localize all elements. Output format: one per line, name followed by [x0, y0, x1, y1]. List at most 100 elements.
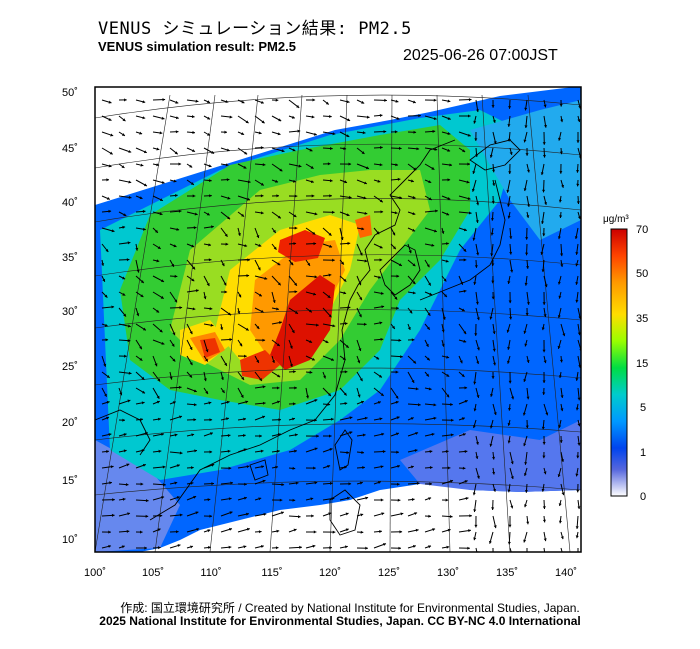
- wind-arrow-head: [208, 401, 212, 405]
- wind-arrow-head: [349, 416, 353, 420]
- wind-arrow-head: [127, 399, 131, 403]
- wind-arrow-head: [211, 463, 215, 467]
- wind-arrow-head: [246, 527, 250, 531]
- wind-arrow-head: [342, 357, 346, 360]
- wind-arrow-head: [467, 162, 470, 166]
- wind-arrow-head: [329, 546, 332, 550]
- wind-arrow-head: [109, 151, 113, 155]
- wind-arrow-head: [108, 100, 112, 104]
- wind-arrow-head: [507, 440, 511, 444]
- wind-arrow-head: [276, 307, 279, 311]
- wind-arrow-head: [524, 462, 528, 465]
- wind-arrow-head: [329, 448, 333, 451]
- wind-arrow-head: [434, 147, 438, 151]
- wind-arrow-head: [400, 355, 403, 359]
- wind-arrow-head: [154, 363, 158, 367]
- wind-arrow-head: [312, 544, 316, 548]
- wind-arrow-head: [447, 99, 451, 103]
- wind-arrow-head: [225, 242, 229, 246]
- wind-arrow-head: [467, 546, 470, 550]
- wind-arrow-head: [331, 210, 335, 214]
- wind-arrow-head: [126, 463, 130, 467]
- wind-arrow-head: [314, 275, 318, 279]
- wind-arrow-head: [276, 343, 280, 346]
- wind-arrow-head: [209, 432, 213, 436]
- wind-arrow-head: [127, 512, 130, 516]
- wind-arrow-head: [258, 497, 262, 501]
- wind-arrow-head: [493, 525, 497, 529]
- wind-arrow-head: [358, 348, 362, 351]
- wind-arrow-head: [123, 313, 126, 317]
- wind-arrow-head: [379, 113, 383, 117]
- wind-arrow-head: [312, 231, 316, 235]
- wind-arrow-head: [209, 194, 212, 198]
- wind-arrow-head: [559, 359, 563, 363]
- wind-arrow-head: [509, 316, 513, 320]
- wind-arrow-head: [140, 163, 144, 167]
- wind-arrow-head: [311, 115, 315, 119]
- wind-arrow-head: [431, 243, 435, 247]
- wind-arrow-head: [171, 343, 175, 347]
- wind-arrow-head: [174, 151, 178, 155]
- wind-arrow-head: [247, 197, 250, 201]
- wind-arrow-head: [461, 308, 465, 312]
- wind-arrow-head: [193, 418, 197, 422]
- wind-arrow-head: [209, 450, 213, 454]
- wind-arrow-head: [229, 527, 232, 531]
- wind-arrow-head: [332, 132, 336, 136]
- wind-arrow-head: [141, 376, 145, 380]
- wind-arrow-head: [275, 465, 278, 469]
- wind-arrow-head: [192, 130, 195, 134]
- wind-arrow-head: [346, 451, 350, 455]
- wind-arrow-head: [445, 450, 449, 453]
- wind-arrow-head: [179, 451, 183, 455]
- wind-arrow-head: [226, 417, 229, 421]
- wind-arrow-head: [178, 209, 182, 213]
- wind-arrow-head: [241, 100, 245, 104]
- wind-arrow-head: [447, 117, 451, 120]
- wind-arrow-head: [415, 432, 419, 435]
- wind-arrow-head: [469, 514, 472, 518]
- wind-arrow-head: [247, 180, 251, 184]
- lat-label-25: 25˚: [62, 361, 78, 373]
- wind-arrow-head: [433, 416, 437, 420]
- wind-arrow-head: [179, 415, 182, 419]
- wind-arrow-head: [161, 496, 165, 499]
- wind-arrow-head: [473, 509, 477, 512]
- wind-arrow-head: [463, 331, 467, 335]
- wind-arrow-head: [526, 302, 530, 305]
- wind-arrow-head: [474, 524, 478, 528]
- wind-arrow-head: [239, 343, 243, 347]
- wind-arrow-head: [169, 376, 173, 380]
- wind-arrow-head: [192, 194, 196, 198]
- wind-arrow-head: [380, 393, 384, 396]
- wind-arrow-head: [220, 327, 224, 330]
- wind-arrow-head: [441, 343, 445, 347]
- wind-arrow-head: [507, 489, 511, 493]
- wind-arrow-head: [111, 513, 115, 517]
- wind-arrow-head: [262, 401, 266, 405]
- wind-arrow-head: [491, 507, 495, 510]
- wind-arrow-head: [466, 180, 470, 184]
- wind-arrow-head: [298, 164, 302, 168]
- wind-arrow-head: [490, 393, 494, 397]
- wind-arrow-head: [577, 332, 581, 336]
- wind-arrow-head: [383, 543, 386, 546]
- wind-arrow-head: [209, 179, 212, 182]
- wind-arrow-head: [174, 274, 178, 278]
- wind-arrow-head: [433, 117, 437, 120]
- wind-arrow-head: [294, 290, 298, 294]
- wind-arrow-head: [559, 104, 563, 107]
- wind-arrow-head: [475, 456, 479, 459]
- wind-arrow-head: [105, 249, 109, 252]
- wind-arrow-head: [396, 116, 400, 120]
- wind-arrow-head: [193, 495, 197, 499]
- wind-arrow-head: [396, 450, 399, 454]
- wind-arrow-head: [260, 100, 264, 104]
- wind-arrow-head: [357, 360, 361, 364]
- wind-arrow-head: [260, 194, 264, 198]
- wind-arrow-head: [575, 252, 579, 255]
- lat-label-45: 45˚: [62, 143, 78, 155]
- wind-arrow-head: [143, 150, 147, 154]
- wind-arrow-head: [510, 269, 514, 273]
